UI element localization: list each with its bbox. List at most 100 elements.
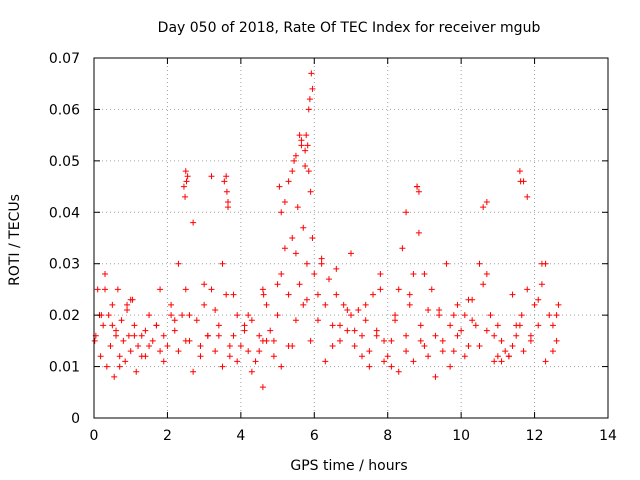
data-point: [125, 332, 132, 339]
data-point: [252, 358, 259, 365]
data-point: [414, 183, 421, 190]
data-point: [291, 157, 298, 164]
data-point: [105, 312, 112, 319]
y-tick-label: 0.01: [49, 360, 80, 376]
data-point: [274, 281, 281, 288]
data-point: [359, 332, 366, 339]
data-point: [304, 142, 311, 149]
data-point: [168, 312, 175, 319]
data-point: [274, 312, 281, 319]
data-point: [421, 343, 428, 349]
data-point: [226, 343, 233, 349]
data-point: [256, 332, 263, 339]
data-point: [248, 317, 255, 324]
data-point: [289, 168, 296, 175]
data-point: [476, 343, 483, 349]
data-point: [124, 301, 131, 308]
data-point: [494, 322, 501, 329]
x-axis-tick-labels: 0 2 4 6 8 10 12 14: [90, 428, 617, 444]
data-point: [381, 337, 388, 344]
data-point: [127, 296, 134, 303]
data-point: [212, 307, 219, 313]
data-point: [294, 204, 301, 211]
data-point: [538, 260, 545, 267]
chart-title: Day 050 of 2018, Rate Of TEC Index for r…: [158, 20, 541, 36]
data-point: [230, 291, 237, 298]
data-point: [296, 281, 303, 288]
data-point: [366, 348, 373, 355]
data-point: [524, 286, 531, 293]
data-point: [494, 353, 501, 360]
data-point: [329, 343, 336, 349]
data-point: [267, 327, 274, 334]
data-point: [403, 348, 410, 355]
data-point: [531, 301, 538, 308]
data-point: [281, 245, 288, 252]
data-point: [118, 317, 125, 324]
data-point: [160, 358, 167, 365]
data-point: [225, 204, 232, 211]
data-point: [175, 348, 182, 355]
x-tick-label: 4: [236, 428, 245, 444]
data-point: [305, 106, 312, 113]
data-point: [432, 332, 439, 339]
data-point: [309, 235, 316, 241]
data-point: [215, 332, 222, 339]
data-point: [133, 368, 140, 375]
data-point: [348, 312, 354, 319]
axis-ticks: [93, 57, 609, 419]
y-tick-label: 0.04: [49, 205, 80, 221]
data-point: [480, 281, 487, 288]
data-point: [425, 353, 432, 360]
data-point: [142, 327, 149, 334]
data-point: [259, 384, 266, 391]
data-point: [107, 343, 114, 349]
data-point: [370, 291, 377, 298]
data-point: [520, 348, 527, 355]
data-point: [450, 348, 457, 355]
data-point: [403, 209, 410, 216]
data-point: [469, 317, 476, 324]
data-point: [333, 291, 340, 298]
data-point: [100, 322, 107, 329]
data-point: [91, 337, 98, 344]
data-point: [276, 183, 283, 190]
data-point: [146, 312, 153, 319]
data-point: [153, 322, 160, 329]
y-tick-label: 0.05: [49, 154, 80, 170]
data-point: [535, 322, 542, 329]
data-point: [296, 132, 303, 139]
y-tick-label: 0.02: [49, 308, 80, 324]
data-point: [186, 312, 193, 319]
data-point: [549, 348, 556, 355]
data-point: [513, 332, 520, 339]
y-tick-label: 0: [71, 411, 80, 427]
data-point: [483, 271, 490, 277]
data-point: [421, 271, 428, 277]
data-point: [517, 178, 524, 185]
x-tick-label: 12: [526, 428, 544, 444]
data-point: [461, 353, 468, 360]
data-point: [518, 312, 525, 319]
data-point: [230, 332, 237, 339]
data-point: [535, 296, 542, 303]
data-point: [513, 322, 520, 329]
data-point: [348, 250, 354, 257]
data-point: [362, 301, 369, 308]
data-point: [225, 199, 232, 205]
data-point: [270, 337, 277, 344]
data-point: [146, 343, 153, 349]
data-point: [259, 337, 266, 344]
data-point: [377, 286, 384, 293]
data-point: [197, 353, 204, 360]
data-point: [329, 322, 336, 329]
data-point: [314, 291, 321, 298]
data-point: [436, 312, 443, 319]
data-point: [131, 322, 138, 329]
data-point: [406, 291, 413, 298]
data-point: [443, 260, 450, 267]
x-axis-label: GPS time / hours: [290, 458, 407, 474]
data-point: [538, 281, 545, 288]
